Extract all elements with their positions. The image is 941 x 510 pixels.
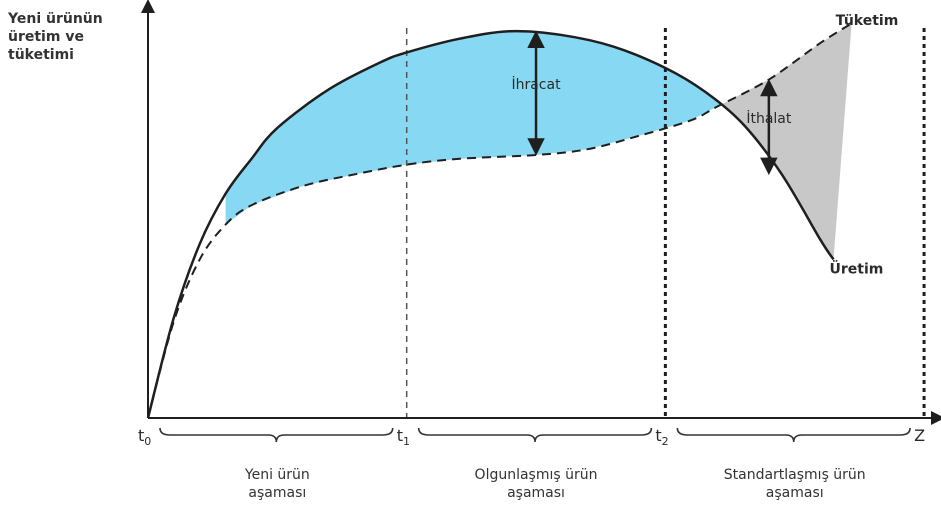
phase-label-yeni: Yeni ürün aşaması: [244, 467, 310, 501]
brace-olgun: [417, 427, 653, 443]
consumption-label: Tüketim: [836, 13, 899, 29]
phase-label-standart: Standartlaşmış ürün aşaması: [723, 467, 866, 501]
brace-yeni: [159, 427, 394, 443]
tick-t0: t0: [138, 426, 151, 448]
export-area: [225, 31, 720, 225]
production-curve: [146, 29, 835, 419]
ithalat-label: İthalat: [746, 109, 792, 127]
consumption-curve: [147, 22, 853, 419]
production-label: Üretim: [830, 259, 884, 277]
tick-z: Z: [914, 426, 925, 445]
tick-t1: t1: [397, 426, 410, 448]
ihracat-label: İhracat: [511, 75, 561, 93]
tick-t2: t2: [655, 426, 668, 448]
y-axis-label: Yeni ürünün üretim ve tüketimi: [8, 11, 103, 63]
import-area: [722, 23, 852, 260]
brace-standart: [676, 427, 911, 443]
phase-label-olgun: Olgunlaşmış ürün aşaması: [474, 467, 598, 501]
